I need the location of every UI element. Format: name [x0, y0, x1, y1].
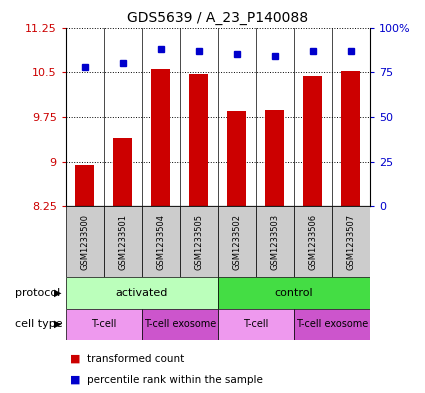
Text: GSM1233503: GSM1233503: [270, 214, 279, 270]
Text: activated: activated: [116, 288, 168, 298]
Bar: [265, 110, 284, 206]
Text: transformed count: transformed count: [87, 354, 184, 364]
Bar: [332, 206, 370, 277]
Bar: [294, 206, 332, 277]
Text: ■: ■: [70, 354, 81, 364]
Bar: [113, 138, 132, 206]
Bar: [142, 309, 218, 340]
Text: protocol: protocol: [15, 288, 60, 298]
Bar: [341, 71, 360, 206]
Bar: [303, 76, 322, 206]
Bar: [66, 206, 104, 277]
Bar: [66, 277, 218, 309]
Bar: [294, 309, 370, 340]
Bar: [256, 206, 294, 277]
Bar: [142, 206, 180, 277]
Text: T-cell: T-cell: [91, 319, 116, 329]
Text: GSM1233501: GSM1233501: [118, 214, 127, 270]
Text: T-cell exosome: T-cell exosome: [144, 319, 216, 329]
Bar: [218, 206, 256, 277]
Bar: [104, 206, 142, 277]
Text: GSM1233502: GSM1233502: [232, 214, 241, 270]
Text: control: control: [275, 288, 313, 298]
Bar: [218, 277, 370, 309]
Text: T-cell exosome: T-cell exosome: [296, 319, 368, 329]
Text: GSM1233505: GSM1233505: [194, 214, 203, 270]
Bar: [66, 309, 142, 340]
Text: GSM1233500: GSM1233500: [80, 214, 89, 270]
Bar: [227, 111, 246, 206]
Text: T-cell: T-cell: [243, 319, 269, 329]
Text: ■: ■: [70, 375, 81, 385]
Text: GSM1233506: GSM1233506: [308, 214, 317, 270]
Text: percentile rank within the sample: percentile rank within the sample: [87, 375, 263, 385]
Bar: [75, 165, 94, 206]
Title: GDS5639 / A_23_P140088: GDS5639 / A_23_P140088: [127, 11, 309, 25]
Text: GSM1233507: GSM1233507: [346, 214, 355, 270]
Text: cell type: cell type: [15, 319, 62, 329]
Text: GSM1233504: GSM1233504: [156, 214, 165, 270]
Text: ▶: ▶: [54, 288, 62, 298]
Bar: [151, 69, 170, 206]
Bar: [189, 74, 208, 206]
Bar: [180, 206, 218, 277]
Bar: [218, 309, 294, 340]
Text: ▶: ▶: [54, 319, 62, 329]
